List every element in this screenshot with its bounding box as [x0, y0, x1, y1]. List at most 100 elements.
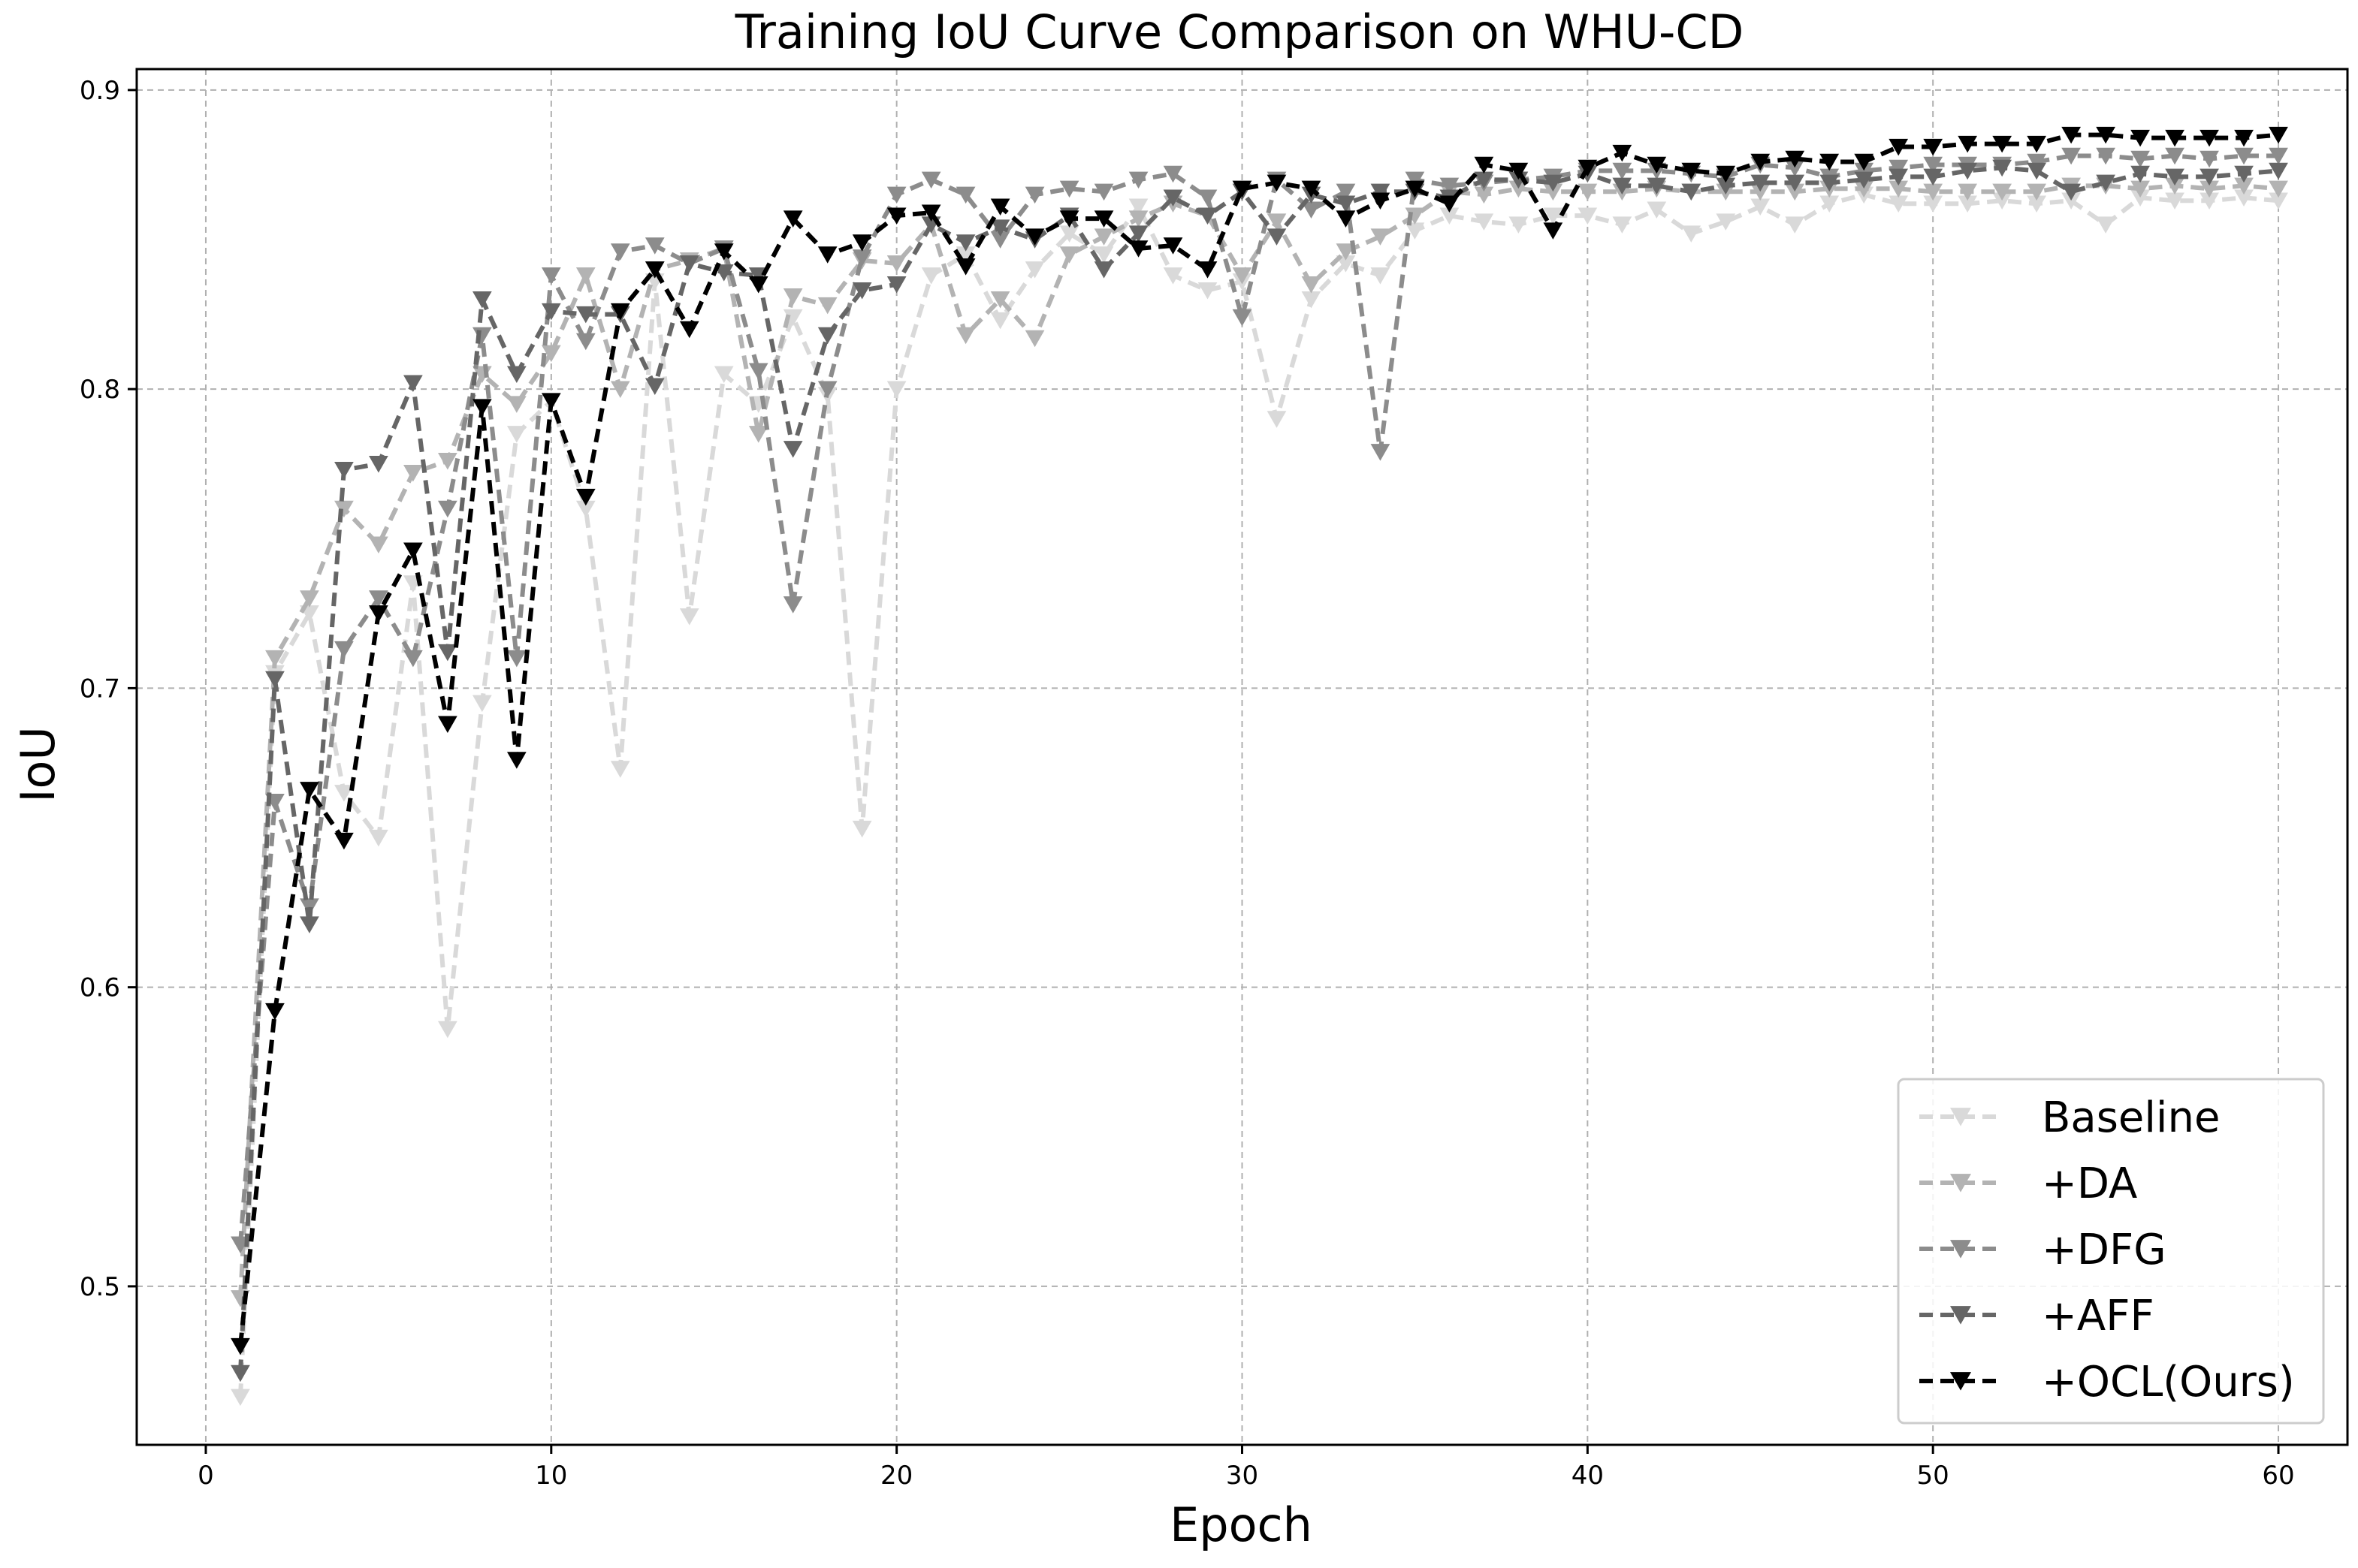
data-point	[990, 312, 1010, 330]
x-tick-label: 60	[2262, 1461, 2294, 1491]
data-point	[1197, 189, 1218, 207]
data-point	[1336, 243, 1356, 261]
data-point	[2027, 135, 2047, 153]
data-point	[956, 327, 976, 345]
data-point	[1094, 183, 1114, 201]
data-point	[610, 303, 630, 321]
data-point	[1647, 156, 1667, 174]
data-point	[1992, 183, 2012, 201]
data-point	[1301, 180, 1321, 198]
data-point	[1267, 228, 1287, 246]
data-point	[956, 258, 976, 276]
data-point	[1819, 153, 1840, 171]
data-point	[956, 186, 976, 204]
data-point	[1923, 156, 1943, 174]
data-point	[783, 288, 803, 306]
data-point	[231, 1364, 250, 1383]
data-point	[817, 297, 838, 315]
series-line	[237, 132, 2279, 1346]
data-point	[231, 1337, 250, 1355]
axis-ticks: 0 10 20 30 40 50 60 0.5 0.6 0.7 0.8 0.9	[80, 76, 2295, 1491]
data-point	[714, 264, 734, 282]
data-point	[921, 267, 941, 285]
data-point	[886, 381, 907, 398]
data-point	[610, 243, 630, 261]
data-point	[472, 695, 492, 713]
series-4	[231, 126, 2288, 1355]
data-point	[1889, 138, 1909, 156]
data-point	[679, 255, 699, 273]
data-point	[1370, 192, 1390, 210]
data-point	[1336, 210, 1356, 228]
chart-title: Training IoU Curve Comparison on WHU-CD	[735, 5, 1744, 59]
data-point	[437, 453, 457, 470]
data-point	[2269, 126, 2288, 144]
data-point	[1612, 216, 1632, 234]
data-point	[1647, 177, 1667, 195]
data-point	[2199, 129, 2219, 147]
data-point	[1474, 213, 1494, 231]
y-tick-label: 0.5	[80, 1272, 120, 1302]
data-point	[1094, 210, 1114, 228]
data-point	[506, 366, 527, 384]
data-point	[1958, 162, 1978, 180]
data-point	[1647, 201, 1667, 219]
data-point	[334, 461, 354, 479]
data-point	[231, 1389, 250, 1407]
data-point	[1681, 225, 1701, 243]
data-point	[1025, 186, 1045, 204]
data-point	[1681, 183, 1701, 201]
data-point	[369, 456, 388, 473]
data-point	[1923, 138, 1943, 156]
data-point	[2165, 129, 2184, 147]
data-point	[2165, 147, 2184, 165]
y-tick-label: 0.8	[80, 375, 120, 405]
series-line	[237, 165, 2279, 1374]
y-tick-label: 0.6	[80, 973, 120, 1003]
data-point	[1128, 225, 1149, 243]
data-point	[506, 426, 527, 443]
data-point	[369, 536, 388, 554]
data-point	[437, 500, 457, 518]
legend-entry: +DFG	[1919, 1226, 2166, 1274]
series-line	[237, 192, 2279, 1398]
data-point	[1232, 180, 1252, 198]
data-point	[1163, 165, 1183, 183]
data-point	[1958, 183, 1978, 201]
data-point	[990, 291, 1010, 309]
data-point	[506, 752, 527, 769]
data-point	[437, 1021, 457, 1039]
data-point	[783, 210, 803, 228]
data-point	[1059, 246, 1079, 264]
data-point	[2165, 168, 2184, 186]
legend-label: +AFF	[2042, 1292, 2154, 1340]
data-point	[1854, 153, 1874, 171]
legend-swatch-marker	[1950, 1240, 1971, 1259]
data-point	[403, 542, 423, 560]
data-point	[1059, 180, 1079, 198]
data-point	[1612, 162, 1632, 180]
data-point	[2096, 216, 2115, 234]
series-1	[231, 177, 2288, 1307]
y-tick-label: 0.9	[80, 76, 120, 106]
data-point	[1370, 267, 1390, 285]
data-point	[2234, 129, 2254, 147]
x-axis-label: Epoch	[1170, 1497, 1312, 1552]
data-point	[437, 716, 457, 733]
data-point	[1543, 207, 1563, 225]
y-tick-label: 0.7	[80, 674, 120, 704]
data-point	[575, 488, 596, 506]
data-point	[1439, 195, 1460, 213]
data-point	[1405, 171, 1425, 189]
legend-swatch-marker	[1950, 1306, 1971, 1325]
data-point	[1094, 228, 1114, 246]
data-point	[541, 393, 561, 410]
data-point	[2096, 126, 2115, 144]
data-point	[2130, 129, 2150, 147]
data-point	[541, 267, 561, 285]
data-point	[817, 381, 838, 398]
data-point	[300, 782, 319, 799]
data-point	[541, 303, 561, 321]
data-point	[679, 608, 699, 626]
